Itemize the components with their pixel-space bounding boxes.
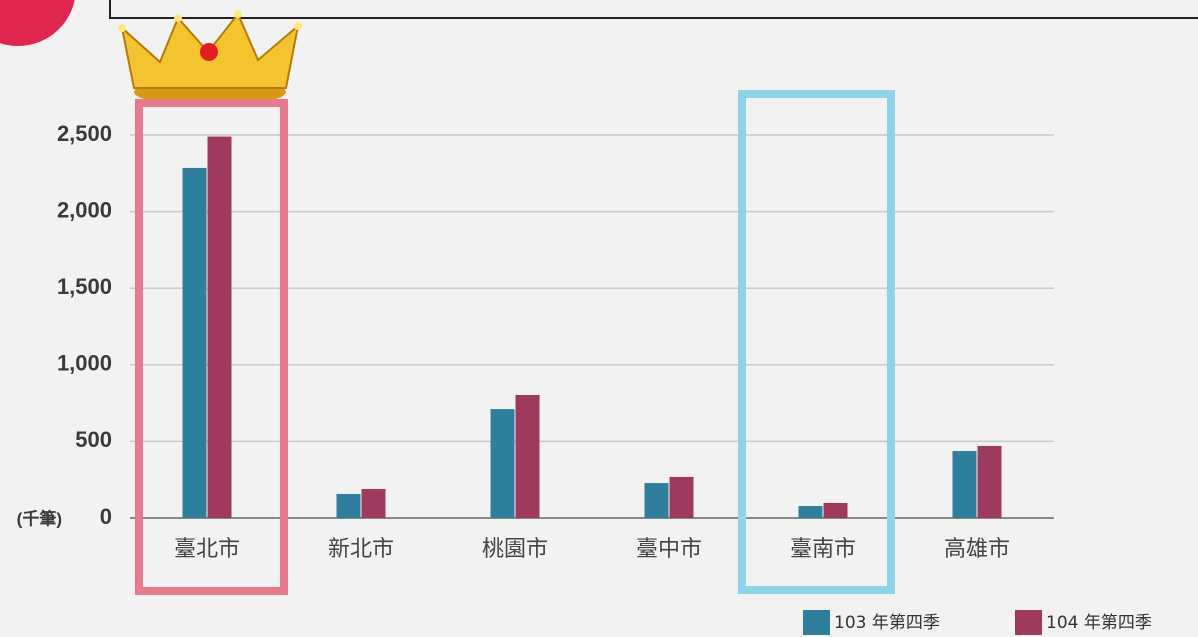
- y-tick-label: 1,000: [57, 351, 112, 376]
- legend-swatch: [803, 610, 830, 635]
- x-tick-label: 桃園市: [482, 537, 548, 562]
- bar: [207, 136, 232, 519]
- bar: [336, 493, 361, 518]
- y-tick-label: 500: [75, 427, 112, 452]
- badge: [0, 0, 75, 46]
- x-tick-label: 臺南市: [790, 537, 856, 562]
- bar: [644, 483, 669, 518]
- x-tick-label: 臺北市: [174, 537, 240, 562]
- y-tick-label: 0: [100, 504, 112, 529]
- legend-label: 103 年第四季: [834, 613, 940, 633]
- highlight-box: [738, 90, 895, 594]
- bar: [182, 167, 207, 519]
- x-tick-label: 臺中市: [636, 537, 702, 562]
- bar: [823, 502, 848, 518]
- y-tick-label: 1,500: [57, 274, 112, 299]
- legend-swatch: [1015, 610, 1042, 635]
- bar: [798, 506, 823, 518]
- bar: [977, 445, 1002, 518]
- y-unit: (千筆): [17, 508, 62, 528]
- x-tick-label: 新北市: [328, 537, 394, 562]
- bar: [361, 489, 386, 518]
- y-tick-label: 2,500: [57, 121, 112, 146]
- y-tick-label: 2,000: [57, 197, 112, 222]
- bar: [669, 476, 694, 518]
- bar: [952, 451, 977, 518]
- frame: [109, 0, 1198, 19]
- highlight-box: [135, 99, 288, 595]
- bar: [490, 409, 515, 518]
- crown: [118, 10, 302, 106]
- bar: [515, 394, 540, 518]
- legend-label: 104 年第四季: [1046, 613, 1152, 633]
- x-tick-label: 高雄市: [944, 537, 1010, 562]
